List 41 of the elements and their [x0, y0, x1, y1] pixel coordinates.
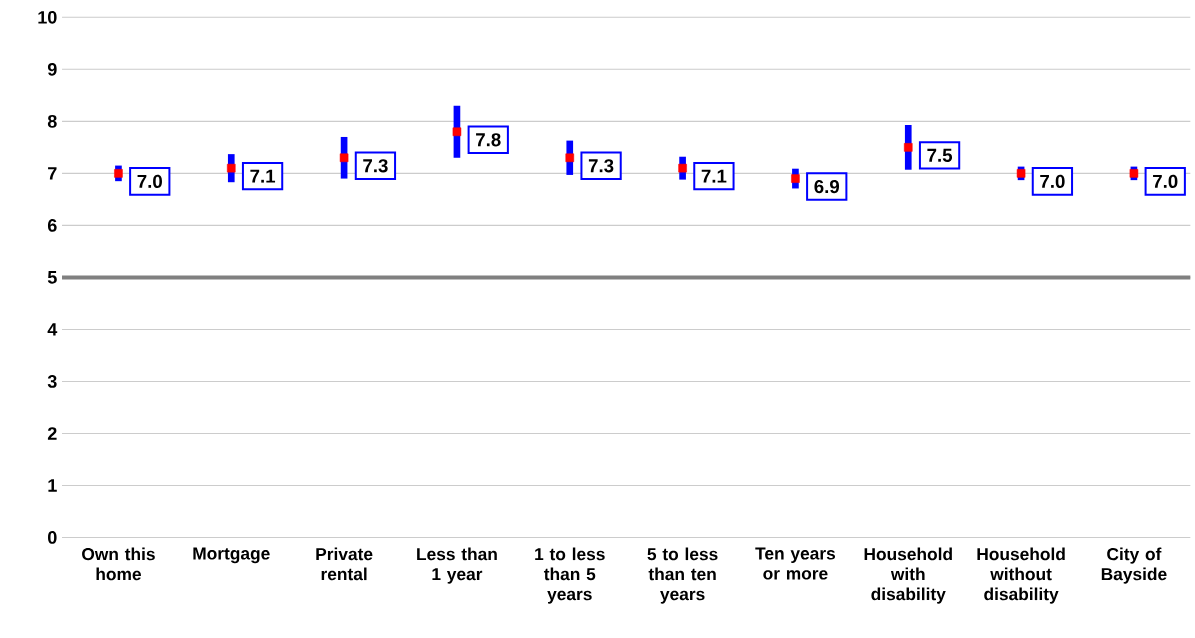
data-label: 7.3: [588, 159, 614, 173]
y-tick-label: 3: [47, 375, 57, 389]
y-tick-label: 1: [48, 479, 57, 492]
y-tick-label: 8: [47, 115, 57, 128]
x-tick-label: Private rental: [316, 547, 373, 581]
y-tick-label: 10: [38, 11, 57, 24]
x-tick-label: 1 to less than 5 years: [535, 547, 605, 604]
point: [791, 174, 800, 184]
x-tick-label: Ten years or more: [755, 547, 836, 580]
point: [1129, 169, 1139, 178]
x-tick-label: 5 to less than ten years: [647, 547, 718, 604]
point: [114, 169, 123, 178]
point: [227, 164, 236, 173]
point: [565, 153, 575, 163]
data-label: 7.0: [1040, 175, 1065, 189]
x-tick-label: Less than 1 year: [417, 547, 497, 584]
data-label: 7.1: [701, 170, 727, 183]
x-tick-label: City of Bayside: [1101, 547, 1167, 584]
data-label: 7.3: [363, 159, 388, 173]
x-tick-label: Own this home: [82, 547, 155, 581]
data-label: 7.0: [137, 175, 162, 189]
y-tick-label: 0: [48, 531, 57, 545]
point: [678, 164, 687, 173]
y-tick-label: 2: [47, 427, 57, 440]
data-label: 7.0: [1153, 175, 1178, 189]
x-tick-label: Household without disability: [977, 547, 1065, 604]
point: [1016, 169, 1026, 178]
data-label: 7.8: [476, 133, 501, 147]
y-tick-label: 5: [47, 271, 57, 284]
y-tick-label: 4: [47, 323, 58, 336]
x-tick-label: Household with disability: [864, 547, 952, 604]
point: [339, 153, 349, 163]
x-tick-label: Mortgage: [193, 547, 270, 564]
point: [903, 143, 913, 152]
y-tick-label: 6: [47, 219, 57, 232]
data-label: 7.1: [250, 170, 276, 183]
data-label: 6.9: [814, 180, 840, 194]
data-label: 7.5: [927, 149, 953, 163]
point: [452, 127, 462, 137]
y-tick-label: 7: [48, 167, 57, 180]
y-tick-label: 9: [47, 63, 57, 76]
